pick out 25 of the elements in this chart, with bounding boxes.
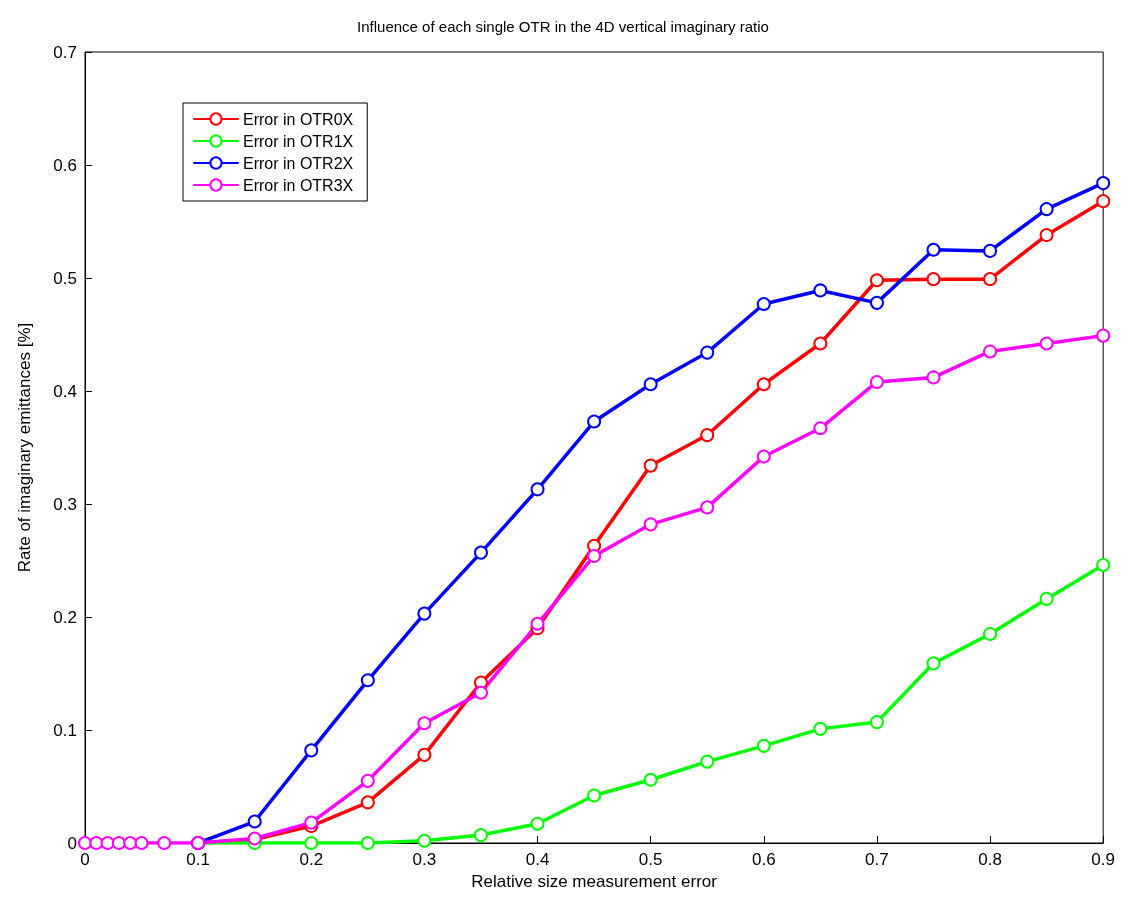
x-tick-label: 0 bbox=[80, 850, 90, 869]
x-tick-label: 0.7 bbox=[865, 850, 889, 869]
legend-label: Error in OTR3X bbox=[243, 176, 354, 194]
y-tick-label: 0.5 bbox=[53, 268, 77, 288]
x-tick-label: 0.2 bbox=[299, 850, 324, 869]
y-axis-title: Rate of imaginary emittances [%] bbox=[15, 322, 34, 573]
x-tick-label: 0.9 bbox=[1091, 850, 1115, 869]
x-tick-label: 0.5 bbox=[638, 850, 663, 869]
chart-title: Influence of each single OTR in the 4D vertical imaginary ratio bbox=[357, 18, 769, 35]
y-tick-label: 0.1 bbox=[53, 720, 77, 740]
y-tick-label: 0.4 bbox=[53, 381, 77, 401]
y-tick-label: 0 bbox=[67, 833, 77, 853]
legend-label: Error in OTR1X bbox=[243, 132, 354, 150]
x-tick-label: 0.1 bbox=[186, 850, 210, 869]
legend-label: Error in OTR0X bbox=[243, 110, 354, 128]
x-axis-title: Relative size measurement error bbox=[471, 871, 718, 891]
y-tick-label: 0.6 bbox=[53, 155, 77, 175]
x-tick-label: 0.8 bbox=[978, 850, 1002, 869]
x-tick-label: 0.3 bbox=[412, 850, 437, 869]
y-tick-label: 0.7 bbox=[53, 42, 77, 62]
x-tick-label: 0.6 bbox=[751, 850, 776, 869]
legend-label: Error in OTR2X bbox=[243, 154, 354, 172]
y-tick-label: 0.3 bbox=[53, 494, 77, 514]
y-tick-label: 0.2 bbox=[53, 607, 77, 627]
x-tick-label: 0.4 bbox=[525, 850, 550, 869]
